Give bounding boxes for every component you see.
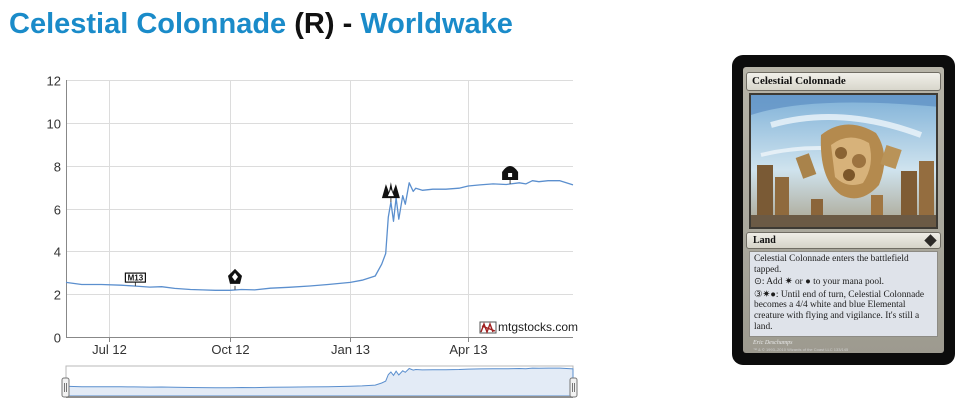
set-marker-label: M13 (128, 274, 144, 283)
y-tick-label: 6 (54, 203, 61, 218)
page-title: Celestial Colonnade (R) - Worldwake (9, 8, 513, 41)
card-rules-text: Celestial Colonnade enters the battlefie… (749, 251, 938, 337)
card-rule-line: ③✷●: Until end of turn, Celestial Colonn… (754, 289, 925, 332)
card-type-text: Land (753, 235, 776, 246)
card-type-line: Land (746, 232, 941, 249)
card-name: Celestial Colonnade (746, 72, 941, 91)
grid (66, 80, 573, 337)
card-legal-text: ™ & © 1993–2010 Wizards of the Coast LLC… (753, 347, 849, 352)
y-tick-label: 10 (47, 117, 61, 132)
navigator-area (65, 367, 574, 397)
watermark-text: mtgstocks.com (498, 320, 578, 334)
x-tick-label: Jan 13 (331, 342, 370, 357)
rarity-label: (R) (294, 8, 335, 40)
gatecrash-set-icon[interactable] (381, 182, 400, 203)
card-rule-line: ⊙: Add ✷ or ● to your mana pool. (754, 277, 884, 288)
card-art-illustration (749, 93, 938, 229)
worldwake-set-icon (924, 234, 937, 247)
watermark-logo-detail (480, 322, 496, 334)
x-tick-label: Apr 13 (449, 342, 487, 357)
x-tick-label: Jul 12 (92, 342, 127, 357)
card-image: Celestial Colonnade (732, 55, 955, 365)
watermark: mtgstocks.com (479, 320, 578, 334)
return-to-ravnica-set-icon[interactable] (228, 268, 242, 290)
y-axis: 0 2 4 6 8 10 12 (47, 74, 67, 346)
card-rule-line: Celestial Colonnade enters the battlefie… (754, 254, 909, 275)
plot-area (66, 80, 573, 337)
navigator-left-handle[interactable] (61, 377, 70, 398)
title-separator: - (342, 8, 353, 40)
dragons-maze-set-icon[interactable] (502, 166, 519, 184)
set-release-markers: M13 (124, 166, 519, 290)
card-name-link[interactable]: Celestial Colonnade (9, 8, 287, 40)
y-tick-label: 2 (54, 288, 61, 303)
price-line (65, 180, 574, 291)
y-tick-label: 4 (54, 245, 61, 260)
m13-set-icon[interactable]: M13 (124, 272, 146, 287)
y-tick-label: 8 (54, 160, 61, 175)
y-tick-label: 0 (54, 331, 61, 346)
set-name-link[interactable]: Worldwake (360, 8, 513, 40)
y-tick-label: 12 (47, 74, 61, 89)
navigator-right-handle[interactable] (569, 377, 578, 398)
card-artist-credit: Eric Deschamps (753, 340, 793, 346)
card-frame: Celestial Colonnade (743, 67, 944, 353)
navigator[interactable] (61, 365, 578, 398)
price-chart: 0 2 4 6 8 10 12 Jul 12 Oct 12 Jan 13 Apr 13 M13 m… (47, 74, 578, 398)
x-axis: Jul 12 Oct 12 Jan 13 Apr 13 (66, 337, 573, 357)
x-tick-label: Oct 12 (211, 342, 249, 357)
